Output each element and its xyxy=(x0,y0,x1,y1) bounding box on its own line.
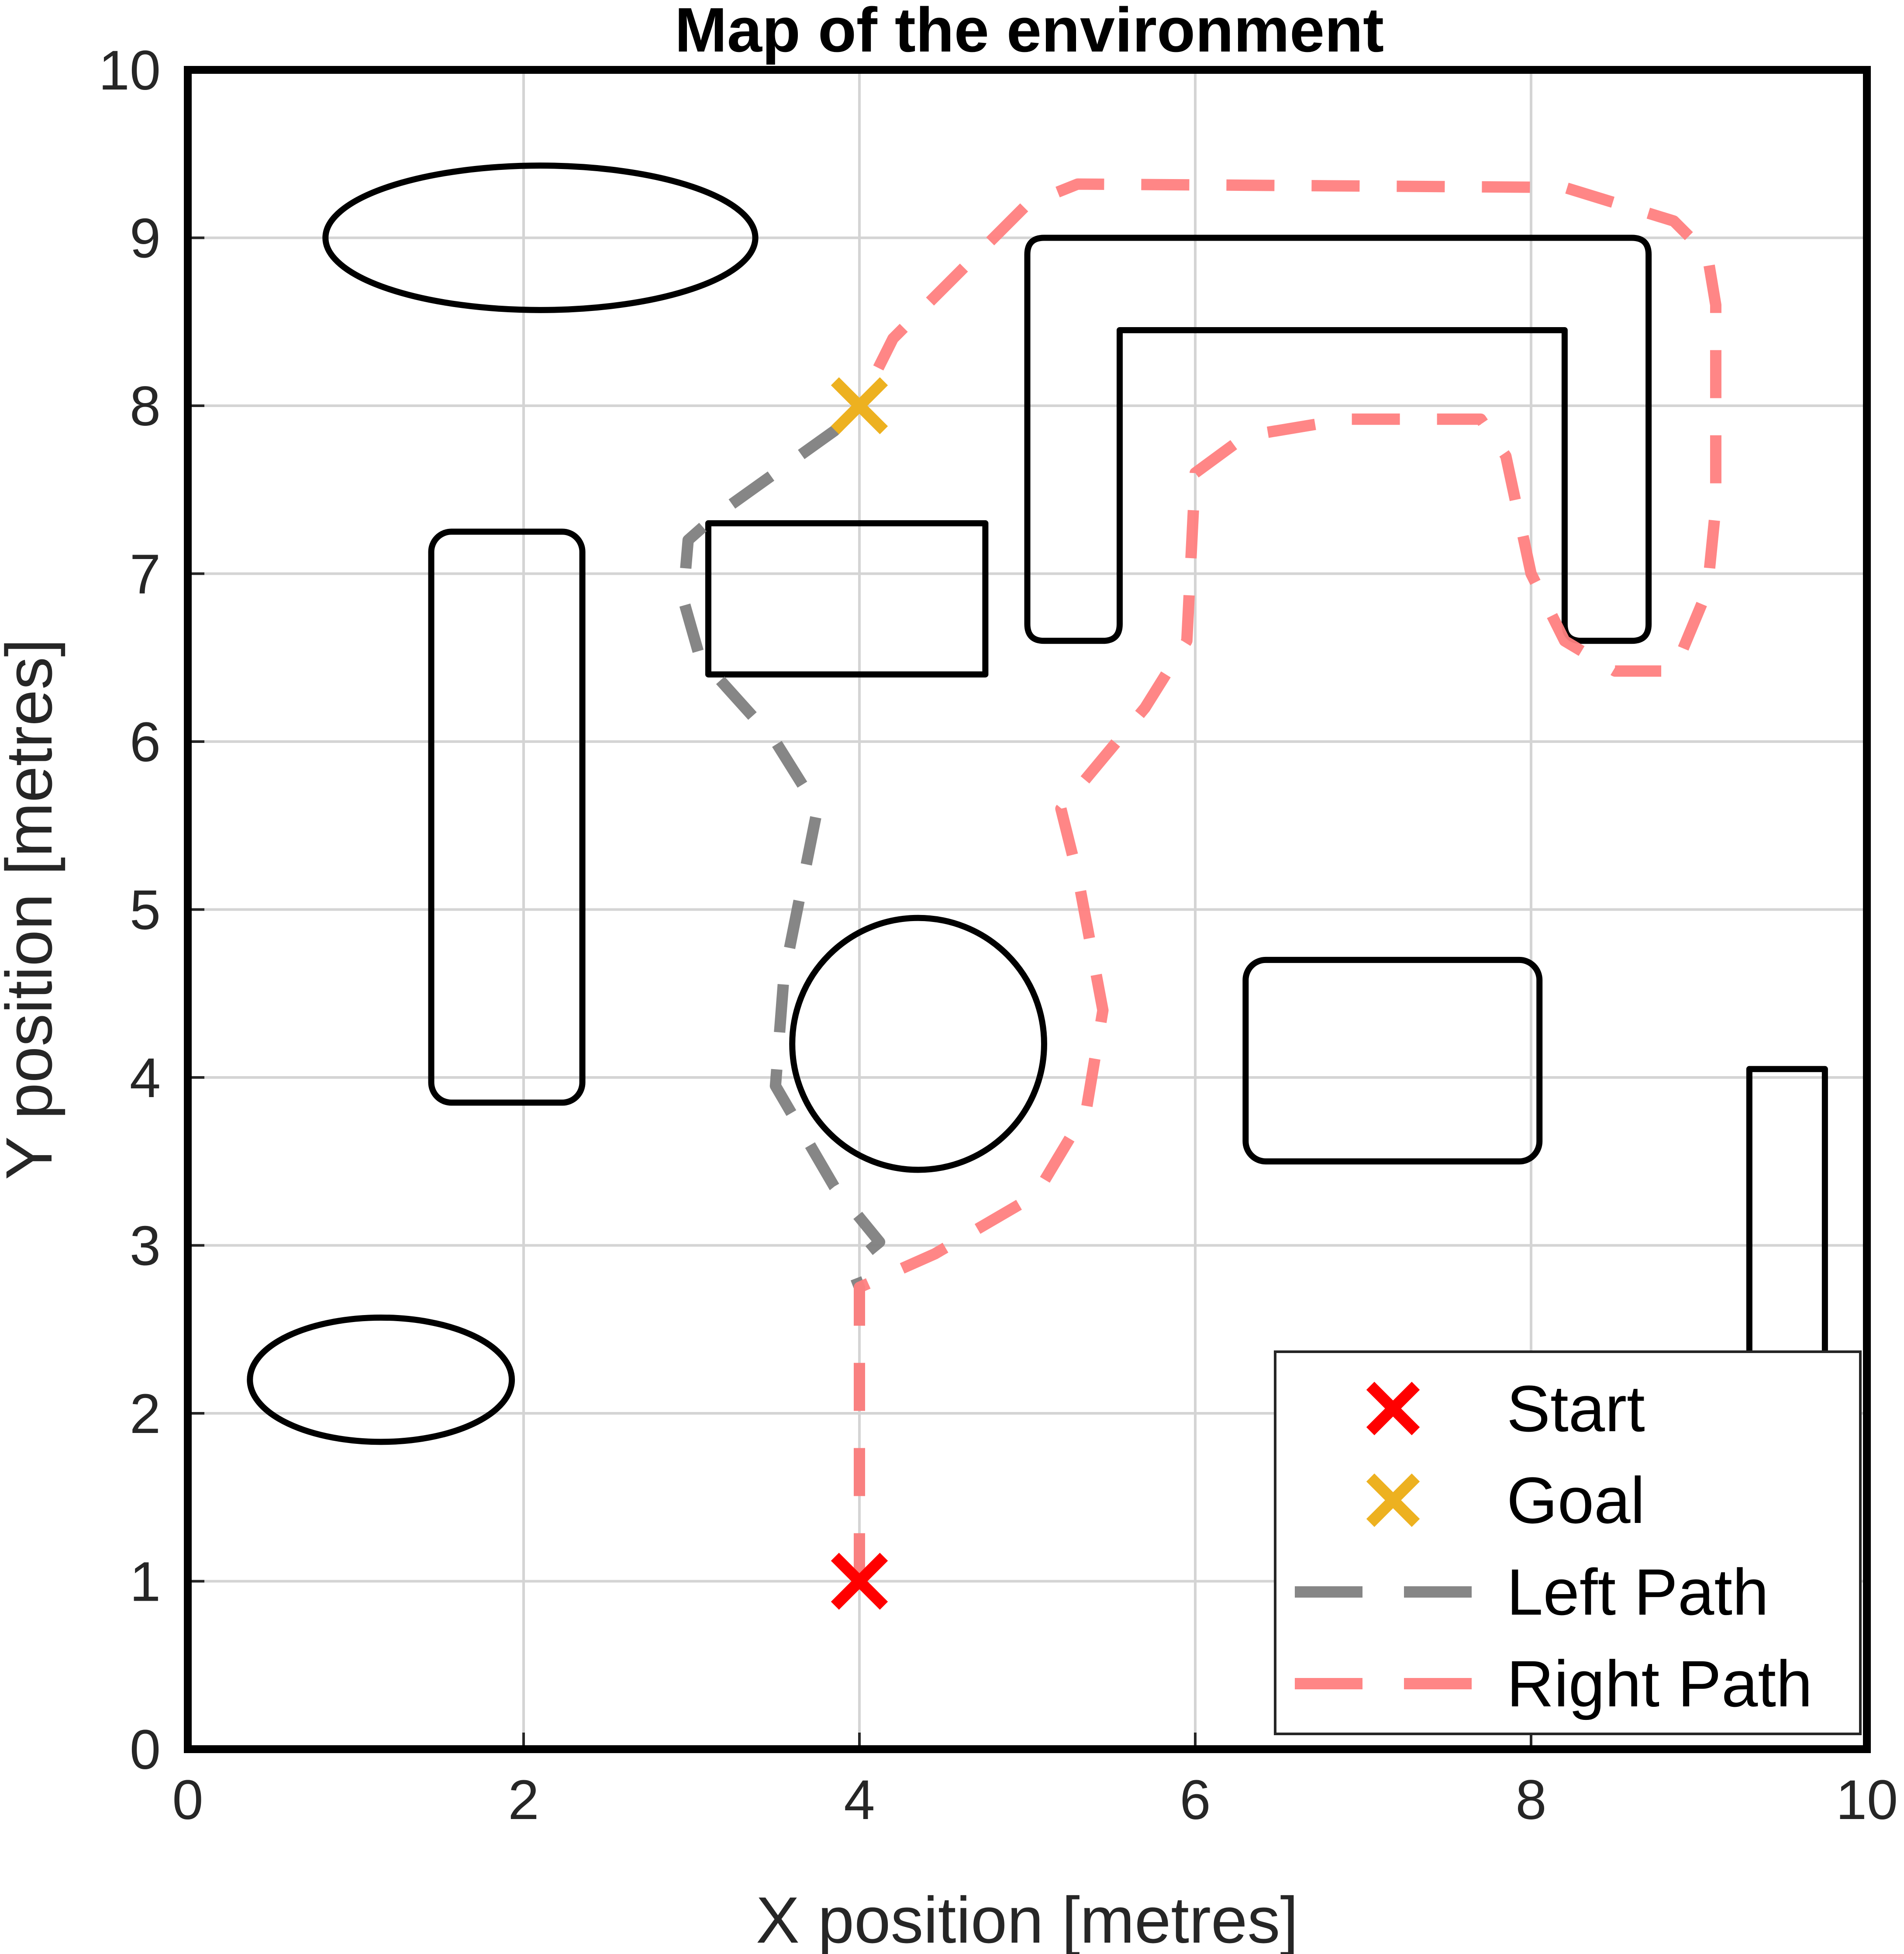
legend: Start Goal Left Path Right Path xyxy=(1274,1350,1862,1735)
chart-title: Map of the environment xyxy=(675,0,1384,65)
rectangle-obstacle xyxy=(705,520,989,678)
goal-marker-stroke xyxy=(831,377,888,435)
y-tick-label: 5 xyxy=(130,879,161,942)
y-tick-label: 2 xyxy=(130,1383,161,1445)
legend-box xyxy=(1274,1350,1862,1735)
y-tick-label: 0 xyxy=(130,1719,161,1781)
y-tick-label: 3 xyxy=(130,1215,161,1277)
start-marker xyxy=(831,1553,888,1610)
u-shaped-obstacle xyxy=(1024,235,1652,644)
legend-start-symbol xyxy=(1366,1381,1420,1436)
x-tick-label: 2 xyxy=(508,1769,539,1831)
start-marker-stroke xyxy=(831,1553,888,1610)
y-tick-label: 8 xyxy=(130,375,161,438)
legend-start-symbol-stroke xyxy=(1366,1381,1420,1436)
x-tick-label: 6 xyxy=(1180,1769,1211,1831)
obstacles-layer xyxy=(247,162,1828,1445)
x-tick-label: 0 xyxy=(172,1769,203,1831)
ellipse-obstacle xyxy=(322,162,759,313)
markers-layer xyxy=(831,377,888,1610)
tick-labels: 0 2 4 6 8 10 0 1 2 3 4 5 6 7 8 9 10 xyxy=(99,39,1898,1831)
x-tick-label: 8 xyxy=(1515,1769,1546,1831)
legend-goal-label: Goal xyxy=(1507,1464,1645,1537)
legend-left-path-label: Left Path xyxy=(1507,1555,1769,1629)
legend-goal-symbol-stroke xyxy=(1366,1473,1420,1527)
legend-start-label: Start xyxy=(1507,1372,1645,1445)
rounded-rectangle-obstacle xyxy=(428,528,586,1106)
plot-frame xyxy=(184,66,1871,1753)
legend-goal-symbol xyxy=(1366,1473,1420,1527)
rounded-rectangle-obstacle xyxy=(1242,956,1543,1165)
y-tick-label: 9 xyxy=(130,207,161,270)
right-path-line xyxy=(854,178,1721,1581)
circle-obstacle xyxy=(789,915,1047,1173)
y-tick-label: 6 xyxy=(130,711,161,773)
y-axis-label: Y position [metres] xyxy=(0,639,66,1180)
legend-right-path-label: Right Path xyxy=(1507,1647,1812,1720)
y-tick-label: 10 xyxy=(99,39,161,102)
goal-marker xyxy=(831,377,888,435)
x-tick-label: 4 xyxy=(844,1769,875,1831)
x-axis-label: X position [metres] xyxy=(756,1883,1298,1954)
y-tick-label: 4 xyxy=(130,1047,161,1109)
y-tick-label: 7 xyxy=(130,543,161,606)
ellipse-obstacle xyxy=(247,1314,515,1445)
left-path-line xyxy=(677,401,886,1581)
paths-layer xyxy=(677,178,1721,1581)
x-tick-label: 10 xyxy=(1836,1769,1898,1831)
y-tick-label: 1 xyxy=(130,1551,161,1613)
rectangle-obstacle xyxy=(1746,1066,1828,1366)
